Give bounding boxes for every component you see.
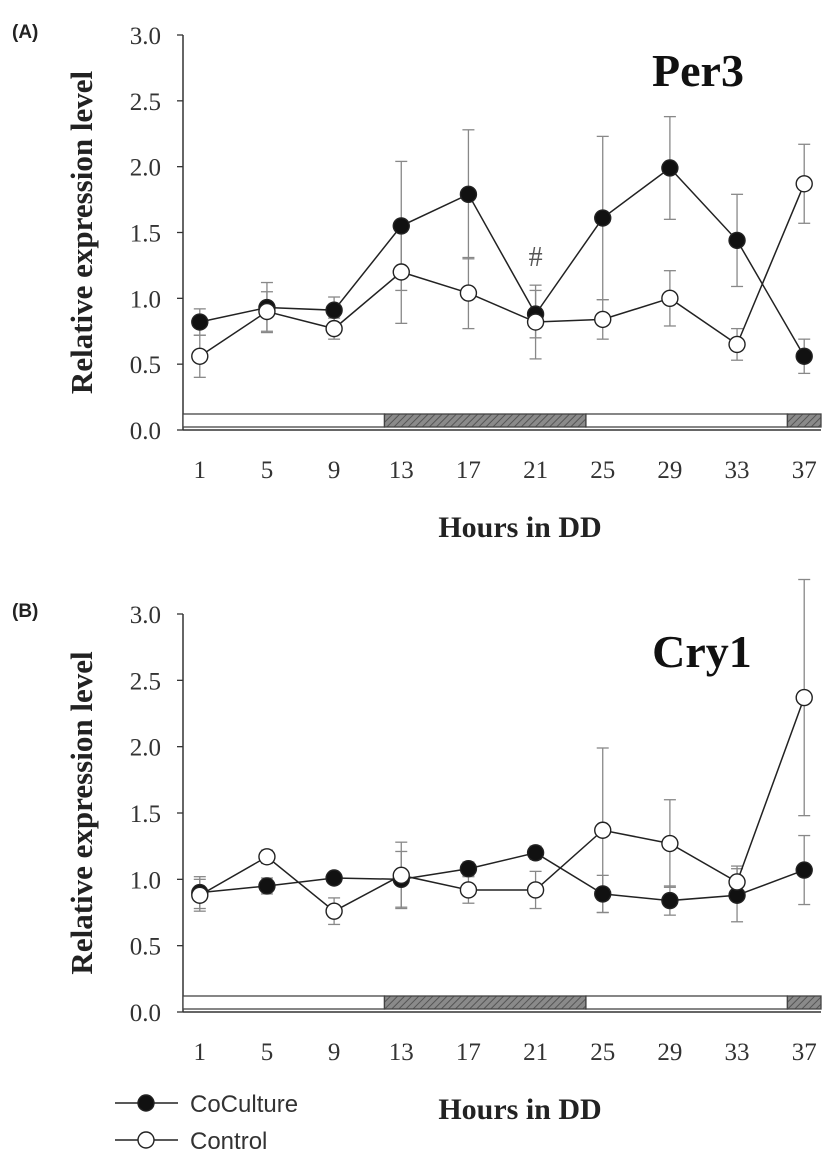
x-tick-label: 13 xyxy=(389,457,414,484)
control-data-point xyxy=(795,688,813,707)
y-tick-label: 2.0 xyxy=(130,735,161,762)
x-tick-label: 21 xyxy=(523,457,548,484)
light-phase-bar xyxy=(182,995,386,1010)
legend-label: Control xyxy=(190,1128,267,1155)
control-data-point xyxy=(258,302,276,321)
y-tick-label: 3.0 xyxy=(130,602,161,629)
x-tick-label: 9 xyxy=(328,457,341,484)
control-data-point xyxy=(392,263,410,281)
x-tick-label: 1 xyxy=(194,457,207,484)
control-data-point xyxy=(459,284,478,302)
x-tick-label: 25 xyxy=(590,457,615,484)
x-tick-label: 33 xyxy=(725,457,750,484)
coculture-data-point xyxy=(191,313,209,331)
significance-annotation: # xyxy=(529,242,543,273)
control-data-point xyxy=(728,873,746,891)
coculture-data-point xyxy=(526,844,545,862)
control-data-point xyxy=(526,313,545,331)
dark-phase-bar xyxy=(786,413,822,428)
control-series-line xyxy=(199,183,805,357)
coculture-data-point xyxy=(459,860,478,878)
control-data-point xyxy=(325,902,343,920)
legend-marker xyxy=(137,1094,155,1112)
x-tick-label: 29 xyxy=(657,457,682,484)
control-data-point xyxy=(325,319,343,338)
x-tick-label: 29 xyxy=(657,1039,682,1066)
coculture-series-line xyxy=(199,851,805,902)
y-tick-label: 2.0 xyxy=(130,155,161,182)
coculture-data-point xyxy=(594,885,612,903)
control-data-point xyxy=(728,335,746,354)
coculture-data-point xyxy=(325,869,343,887)
light-phase-bar xyxy=(182,413,386,428)
dark-phase-bar xyxy=(383,995,587,1010)
x-tick-label: 9 xyxy=(328,1039,341,1066)
coculture-series-line xyxy=(199,166,805,357)
y-tick-label: 0.0 xyxy=(130,418,161,445)
panel-label: (B) xyxy=(12,601,38,622)
control-data-point xyxy=(661,289,679,308)
y-tick-label: 3.0 xyxy=(130,23,161,50)
y-axis-label: Relative expression level xyxy=(64,651,99,975)
coculture-data-point xyxy=(795,861,813,879)
x-tick-label: 1 xyxy=(194,1039,207,1066)
y-tick-label: 1.0 xyxy=(130,286,161,313)
x-tick-label: 21 xyxy=(523,1039,548,1066)
chart-title: Cry1 xyxy=(652,626,752,677)
x-tick-label: 17 xyxy=(456,1039,481,1066)
x-tick-label: 17 xyxy=(456,457,481,484)
control-data-point xyxy=(459,881,478,899)
y-axis-label: Relative expression level xyxy=(64,71,99,395)
control-data-point xyxy=(795,175,813,193)
y-tick-label: 2.5 xyxy=(130,89,161,116)
control-data-point xyxy=(526,881,545,899)
control-data-point xyxy=(191,886,209,904)
coculture-data-point xyxy=(392,217,410,235)
legend-label: CoCulture xyxy=(190,1091,298,1118)
x-tick-label: 13 xyxy=(389,1039,414,1066)
light-phase-bar xyxy=(585,995,789,1010)
control-data-point xyxy=(392,866,410,885)
y-tick-label: 0.0 xyxy=(130,1000,161,1027)
y-tick-label: 0.5 xyxy=(130,352,161,379)
control-data-point xyxy=(258,848,276,866)
x-axis-label: Hours in DD xyxy=(438,1093,601,1126)
x-tick-label: 37 xyxy=(792,1039,817,1066)
x-tick-label: 25 xyxy=(590,1039,615,1066)
chart-title: Per3 xyxy=(652,45,744,96)
x-tick-label: 5 xyxy=(261,457,274,484)
control-data-point xyxy=(594,310,612,329)
panel-label: (A) xyxy=(12,22,38,43)
y-tick-label: 2.5 xyxy=(130,668,161,695)
control-data-point xyxy=(191,347,209,365)
coculture-data-point xyxy=(661,159,679,177)
control-data-point xyxy=(594,821,612,839)
y-tick-label: 0.5 xyxy=(130,934,161,961)
x-tick-label: 37 xyxy=(792,457,817,484)
coculture-data-point xyxy=(325,301,343,319)
y-tick-label: 1.5 xyxy=(130,221,161,248)
coculture-data-point xyxy=(728,231,746,250)
control-series-line xyxy=(199,697,805,913)
legend-marker xyxy=(137,1131,155,1149)
dark-phase-bar xyxy=(383,413,587,428)
dark-phase-bar xyxy=(786,995,822,1010)
x-axis-label: Hours in DD xyxy=(438,511,601,544)
coculture-data-point xyxy=(661,891,679,910)
light-phase-bar xyxy=(585,413,789,428)
coculture-data-point xyxy=(795,347,813,365)
y-tick-label: 1.5 xyxy=(130,801,161,828)
coculture-data-point xyxy=(258,877,276,895)
coculture-data-point xyxy=(594,209,612,227)
x-tick-label: 33 xyxy=(725,1039,750,1066)
x-tick-label: 5 xyxy=(261,1039,274,1066)
control-data-point xyxy=(661,834,679,853)
coculture-data-point xyxy=(459,185,478,204)
y-tick-label: 1.0 xyxy=(130,867,161,894)
